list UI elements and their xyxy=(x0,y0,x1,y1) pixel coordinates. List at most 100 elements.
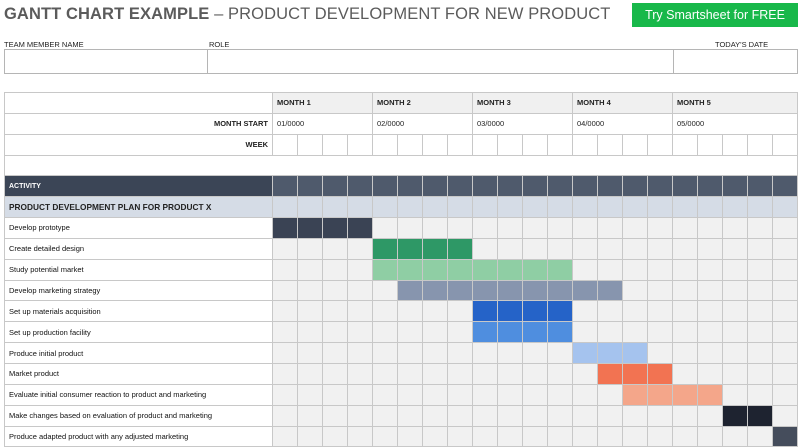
gantt-cell[interactable] xyxy=(697,362,723,385)
gantt-cell[interactable] xyxy=(347,300,373,323)
task-name[interactable]: Evaluate initial consumer reaction to pr… xyxy=(4,383,273,406)
gantt-cell[interactable] xyxy=(422,362,448,385)
gantt-cell[interactable] xyxy=(347,258,373,281)
week-cell[interactable] xyxy=(297,133,323,156)
gantt-bar-cell[interactable] xyxy=(297,217,323,239)
gantt-bar-cell[interactable] xyxy=(747,404,773,427)
week-cell[interactable] xyxy=(447,133,473,156)
gantt-cell[interactable] xyxy=(572,362,598,385)
gantt-bar-cell[interactable] xyxy=(447,258,473,281)
gantt-cell[interactable] xyxy=(722,279,748,302)
gantt-cell[interactable] xyxy=(272,237,298,260)
gantt-cell[interactable] xyxy=(622,404,648,427)
gantt-bar-cell[interactable] xyxy=(522,300,548,323)
gantt-cell[interactable] xyxy=(722,342,748,364)
gantt-cell[interactable] xyxy=(347,321,373,344)
task-name[interactable]: Develop marketing strategy xyxy=(4,279,273,302)
gantt-cell[interactable] xyxy=(322,383,348,406)
todays-date-field[interactable] xyxy=(673,49,798,74)
gantt-cell[interactable] xyxy=(622,425,648,447)
gantt-cell[interactable] xyxy=(447,217,473,239)
gantt-cell[interactable] xyxy=(722,425,748,447)
gantt-cell[interactable] xyxy=(372,321,398,344)
week-cell[interactable] xyxy=(347,133,373,156)
gantt-cell[interactable] xyxy=(547,237,573,260)
gantt-bar-cell[interactable] xyxy=(572,342,598,364)
gantt-bar-cell[interactable] xyxy=(397,258,423,281)
gantt-cell[interactable] xyxy=(747,383,773,406)
task-name[interactable]: Make changes based on evaluation of prod… xyxy=(4,404,273,427)
gantt-bar-cell[interactable] xyxy=(547,300,573,323)
week-cell[interactable] xyxy=(547,133,573,156)
gantt-cell[interactable] xyxy=(322,300,348,323)
gantt-cell[interactable] xyxy=(272,383,298,406)
gantt-cell[interactable] xyxy=(722,321,748,344)
week-cell[interactable] xyxy=(272,133,298,156)
week-cell[interactable] xyxy=(397,133,423,156)
gantt-cell[interactable] xyxy=(672,404,698,427)
gantt-cell[interactable] xyxy=(772,300,798,323)
gantt-cell[interactable] xyxy=(497,342,523,364)
gantt-cell[interactable] xyxy=(272,404,298,427)
gantt-cell[interactable] xyxy=(597,321,623,344)
gantt-cell[interactable] xyxy=(472,362,498,385)
gantt-cell[interactable] xyxy=(347,279,373,302)
try-smartsheet-button[interactable]: Try Smartsheet for FREE xyxy=(632,3,798,27)
gantt-bar-cell[interactable] xyxy=(697,383,723,406)
gantt-cell[interactable] xyxy=(297,362,323,385)
gantt-cell[interactable] xyxy=(622,258,648,281)
gantt-bar-cell[interactable] xyxy=(497,300,523,323)
gantt-cell[interactable] xyxy=(622,321,648,344)
gantt-cell[interactable] xyxy=(472,342,498,364)
gantt-bar-cell[interactable] xyxy=(497,258,523,281)
week-cell[interactable] xyxy=(472,133,498,156)
gantt-cell[interactable] xyxy=(422,404,448,427)
gantt-cell[interactable] xyxy=(597,217,623,239)
gantt-cell[interactable] xyxy=(272,425,298,447)
gantt-bar-cell[interactable] xyxy=(422,237,448,260)
week-cell[interactable] xyxy=(772,133,798,156)
gantt-cell[interactable] xyxy=(497,425,523,447)
gantt-cell[interactable] xyxy=(497,217,523,239)
gantt-cell[interactable] xyxy=(697,300,723,323)
gantt-cell[interactable] xyxy=(672,217,698,239)
gantt-cell[interactable] xyxy=(772,279,798,302)
gantt-cell[interactable] xyxy=(297,383,323,406)
role-field[interactable] xyxy=(207,49,674,74)
gantt-cell[interactable] xyxy=(772,342,798,364)
gantt-bar-cell[interactable] xyxy=(522,258,548,281)
gantt-cell[interactable] xyxy=(447,425,473,447)
gantt-cell[interactable] xyxy=(697,217,723,239)
gantt-cell[interactable] xyxy=(297,321,323,344)
gantt-cell[interactable] xyxy=(747,342,773,364)
gantt-bar-cell[interactable] xyxy=(597,279,623,302)
gantt-cell[interactable] xyxy=(347,342,373,364)
gantt-cell[interactable] xyxy=(322,342,348,364)
gantt-cell[interactable] xyxy=(647,404,673,427)
month-start-1[interactable]: 01/0000 xyxy=(272,112,373,135)
task-name[interactable]: Produce initial product xyxy=(4,342,273,364)
task-name[interactable]: Create detailed design xyxy=(4,237,273,260)
gantt-cell[interactable] xyxy=(322,321,348,344)
gantt-bar-cell[interactable] xyxy=(522,279,548,302)
gantt-bar-cell[interactable] xyxy=(547,258,573,281)
gantt-cell[interactable] xyxy=(597,404,623,427)
gantt-cell[interactable] xyxy=(347,237,373,260)
gantt-cell[interactable] xyxy=(422,321,448,344)
gantt-bar-cell[interactable] xyxy=(547,321,573,344)
gantt-bar-cell[interactable] xyxy=(472,258,498,281)
gantt-bar-cell[interactable] xyxy=(572,279,598,302)
gantt-bar-cell[interactable] xyxy=(597,362,623,385)
gantt-cell[interactable] xyxy=(372,217,398,239)
gantt-cell[interactable] xyxy=(422,425,448,447)
gantt-cell[interactable] xyxy=(297,300,323,323)
gantt-cell[interactable] xyxy=(497,237,523,260)
gantt-cell[interactable] xyxy=(597,300,623,323)
gantt-cell[interactable] xyxy=(297,342,323,364)
gantt-cell[interactable] xyxy=(672,279,698,302)
gantt-cell[interactable] xyxy=(572,300,598,323)
gantt-cell[interactable] xyxy=(772,258,798,281)
gantt-cell[interactable] xyxy=(572,321,598,344)
gantt-cell[interactable] xyxy=(697,404,723,427)
gantt-bar-cell[interactable] xyxy=(772,425,798,447)
